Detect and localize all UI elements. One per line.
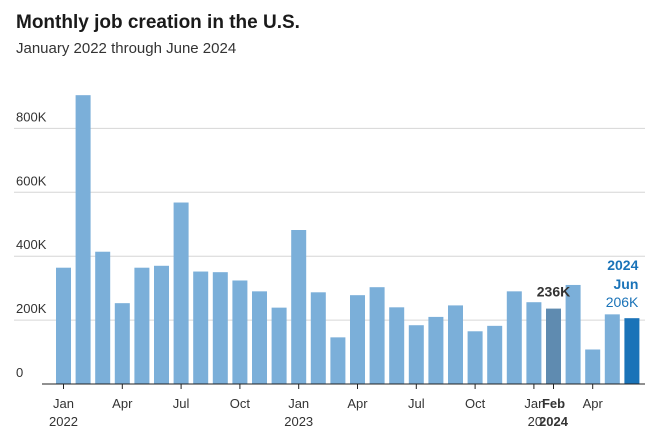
x-tick-label: Jan xyxy=(53,396,74,411)
bar xyxy=(546,308,561,384)
bar xyxy=(565,284,581,384)
x-tick-label: Jan xyxy=(524,396,545,411)
bar xyxy=(604,314,620,384)
bar xyxy=(408,325,424,384)
bar xyxy=(624,318,640,384)
bar xyxy=(232,280,248,384)
bar xyxy=(487,325,503,384)
y-tick-label: 0 xyxy=(16,365,23,380)
bar xyxy=(330,337,346,384)
chart-subtitle: January 2022 through June 2024 xyxy=(16,40,237,57)
x-tick-label: Jul xyxy=(408,396,425,411)
bar xyxy=(448,305,463,384)
chart-title: Monthly job creation in the U.S. xyxy=(16,12,300,33)
bar xyxy=(428,316,444,384)
feb-2024-value-label: 236K xyxy=(537,284,570,300)
bar xyxy=(467,331,483,384)
x-tick-year: 2024 xyxy=(539,414,569,429)
bar xyxy=(212,272,228,384)
x-tick-label: Apr xyxy=(347,396,368,411)
bar xyxy=(506,291,522,384)
bar xyxy=(114,303,130,384)
bar xyxy=(271,307,287,384)
jun-2024-value-label: 206K xyxy=(606,294,639,310)
bar xyxy=(369,287,385,384)
bar xyxy=(310,292,326,384)
x-tick-label: Oct xyxy=(230,396,251,411)
bar xyxy=(154,265,169,384)
bar xyxy=(193,271,209,384)
x-tick-label: Jul xyxy=(173,396,190,411)
y-tick-label: 200K xyxy=(16,301,47,316)
jun-2024-year-label: 2024 xyxy=(607,257,638,273)
bar xyxy=(95,251,111,384)
bar xyxy=(585,349,601,384)
bar xyxy=(173,202,189,384)
bar xyxy=(56,267,71,384)
bar xyxy=(389,307,405,384)
bar xyxy=(252,291,267,384)
x-tick-label: Feb xyxy=(542,396,565,411)
x-tick-year: 2023 xyxy=(284,414,313,429)
bar xyxy=(526,302,542,384)
x-axis: Jan 2022 Apr Jul Oct Jan 2023 Apr Jul Oct Jan 20Feb… xyxy=(42,383,645,429)
labels: 236K 2024 Jun 206K xyxy=(537,257,639,310)
jun-2024-month-label: Jun xyxy=(614,276,639,292)
y-tick-label: 400K xyxy=(16,237,47,252)
bar xyxy=(134,267,150,384)
x-tick-year: 2022 xyxy=(49,414,78,429)
y-tick-label: 600K xyxy=(16,173,47,188)
x-tick-label: Apr xyxy=(112,396,133,411)
bars xyxy=(56,95,640,384)
x-tick-label: Jan xyxy=(288,396,309,411)
bar xyxy=(291,230,307,384)
x-tick-label: Apr xyxy=(583,396,604,411)
y-tick-label: 800K xyxy=(16,109,47,124)
bar xyxy=(350,295,365,384)
x-tick-label: Oct xyxy=(465,396,486,411)
bar xyxy=(75,95,91,384)
x-tick-year: 20 xyxy=(528,414,542,429)
